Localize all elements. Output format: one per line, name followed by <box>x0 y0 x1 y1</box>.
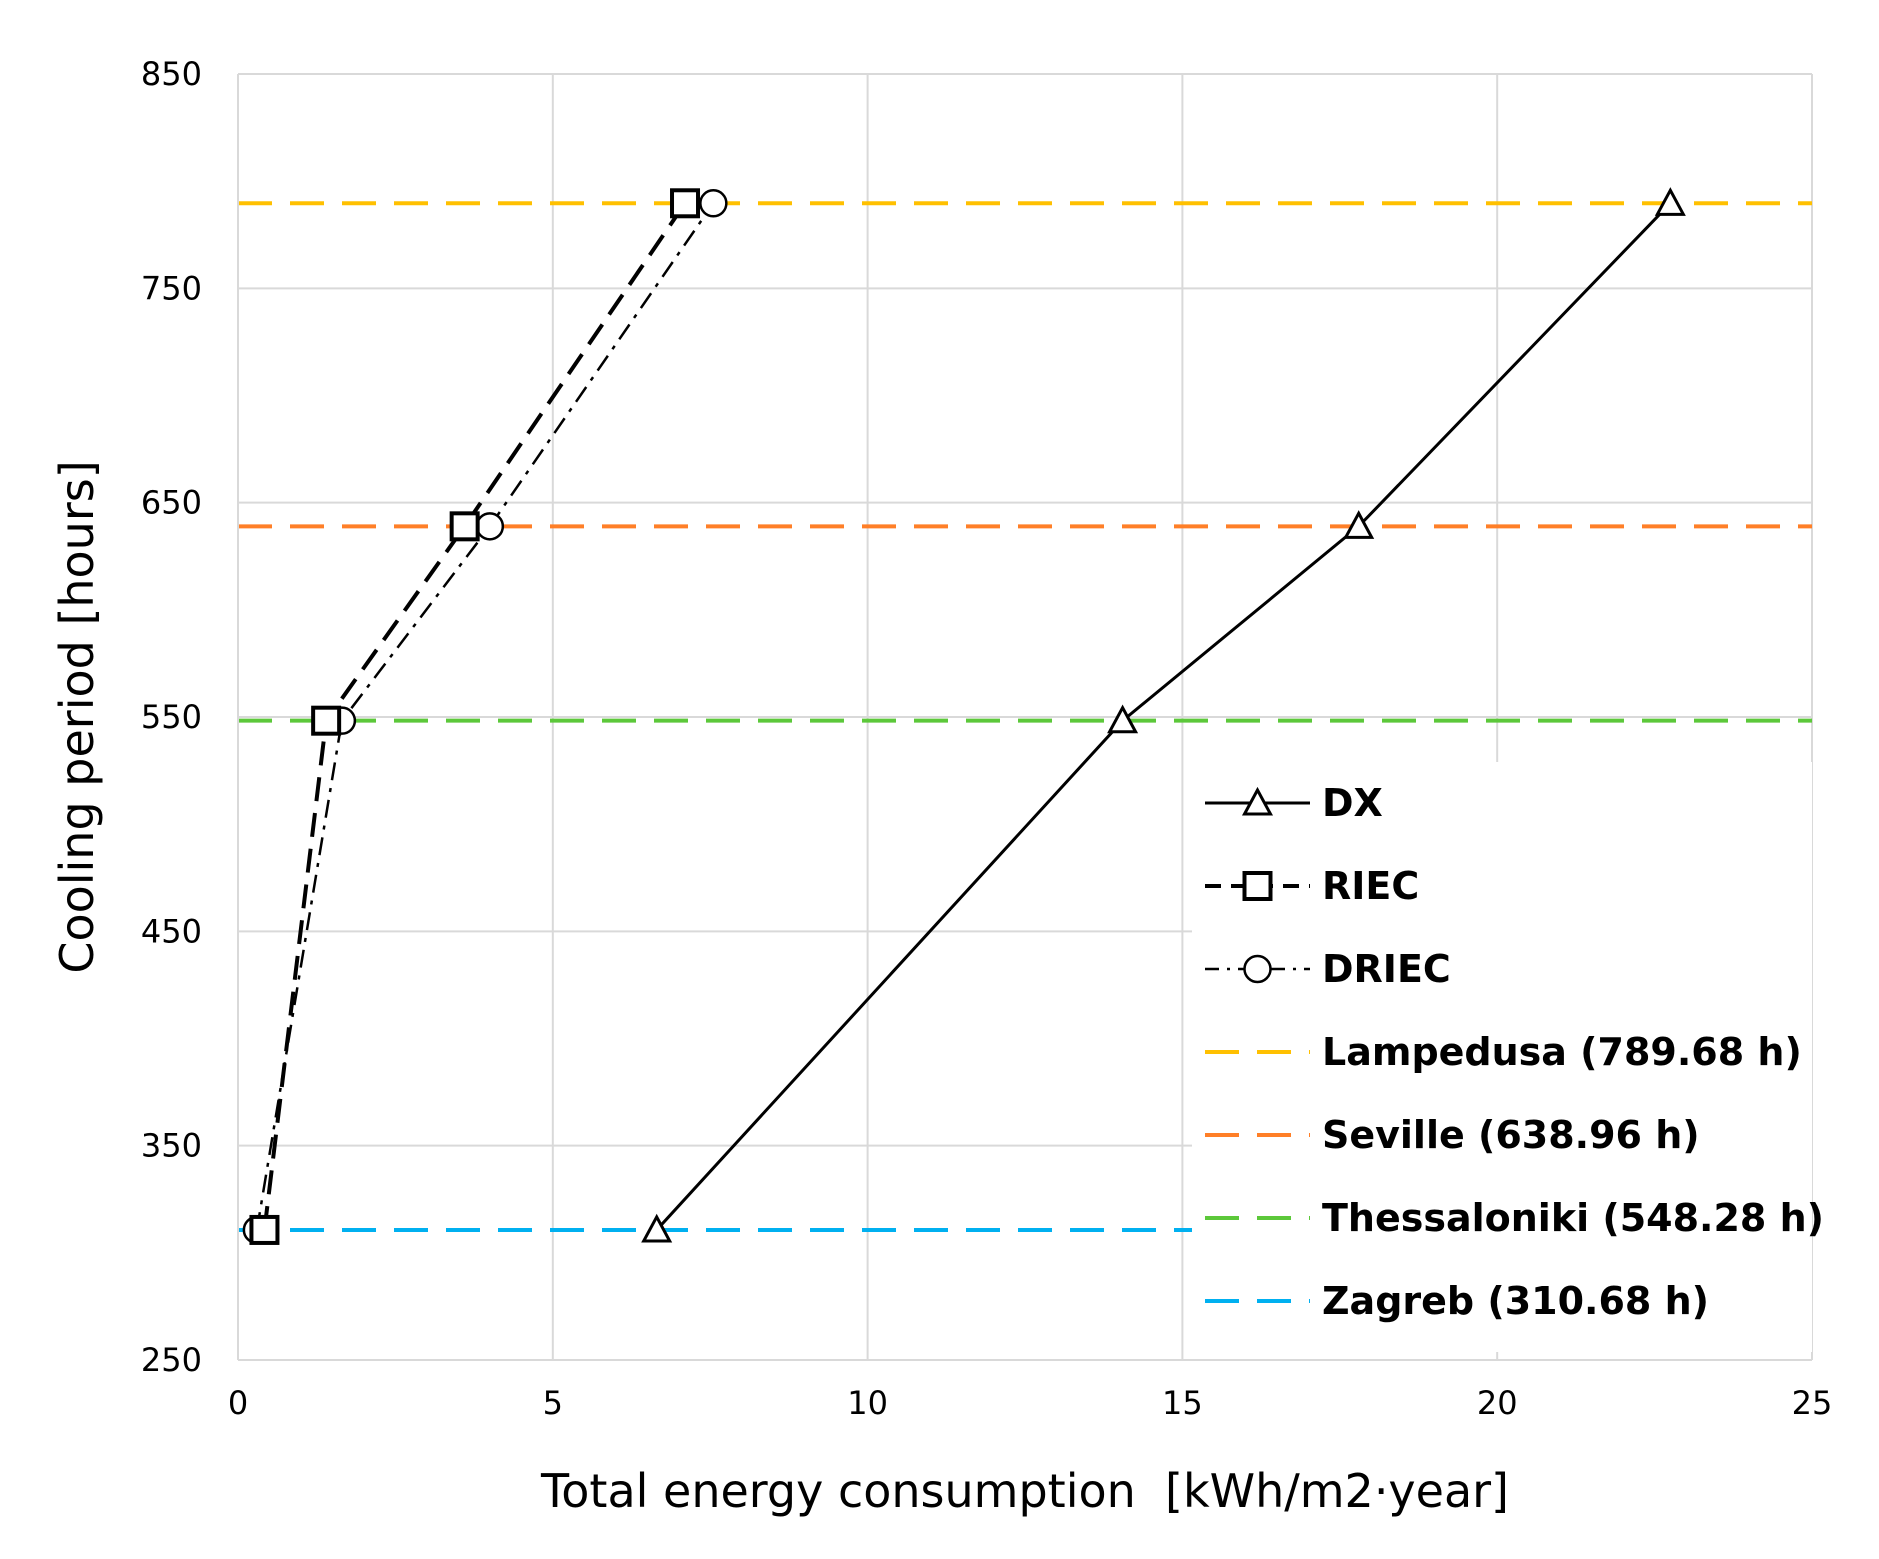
series-line-dx <box>655 202 1672 1231</box>
legend-marker-driec <box>1243 954 1272 984</box>
data-point-driec <box>475 512 505 541</box>
y-tick-label: 450 <box>141 912 202 950</box>
data-point-dx <box>1654 187 1686 216</box>
y-tick-label: 850 <box>141 55 202 93</box>
legend-marker-riec <box>1242 871 1273 901</box>
x-axis-title: Total energy consumption [kWh/m2·year] <box>540 1464 1509 1518</box>
legend-label-riec: RIEC <box>1322 864 1419 908</box>
data-point-dx <box>641 1213 673 1243</box>
legend-label-reference: Thessaloniki (548.28 h) <box>1322 1196 1824 1240</box>
data-point-driec <box>699 189 728 218</box>
data-point-dx <box>1343 510 1375 539</box>
legend-box <box>1192 762 1812 1352</box>
gridlines <box>237 73 1813 1361</box>
legend-label-reference: Seville (638.96 h) <box>1322 1113 1700 1157</box>
data-point-riec <box>311 705 342 736</box>
y-tick-label: 250 <box>141 1341 202 1379</box>
y-tick-label: 650 <box>141 484 202 522</box>
data-point-riec <box>670 188 701 219</box>
y-tick-label: 350 <box>141 1127 202 1165</box>
series-line-driec <box>255 202 715 1231</box>
legend-label-dx: DX <box>1322 781 1383 825</box>
data-point-riec <box>449 511 480 542</box>
x-tick-label: 5 <box>543 1384 563 1422</box>
legend-label-reference: Lampedusa (789.68 h) <box>1322 1030 1802 1074</box>
y-tick-label: 750 <box>141 269 202 307</box>
data-point-dx <box>1107 704 1139 734</box>
x-tick-label: 20 <box>1477 1384 1518 1422</box>
axes: 250 350 450 550 650 750 850 0 5 10 15 20 25 Total ene… <box>50 55 1832 1518</box>
legend-label-reference: Zagreb (310.68 h) <box>1322 1279 1709 1323</box>
y-tick-label: 550 <box>141 698 202 736</box>
y-axis-title: Cooling period [hours] <box>50 460 104 973</box>
x-tick-label: 0 <box>228 1384 248 1422</box>
legend-marker-dx <box>1241 786 1274 816</box>
x-tick-label: 15 <box>1162 1384 1203 1422</box>
x-tick-label: 25 <box>1792 1384 1833 1422</box>
legend: DX RIEC DRIEC Lampedusa (789.68 h) Seville (… <box>1192 762 1824 1352</box>
data-point-riec <box>249 1214 280 1245</box>
legend-label-driec: DRIEC <box>1322 947 1451 991</box>
data-series <box>242 187 1686 1245</box>
series-line-riec <box>262 202 687 1231</box>
x-tick-label: 10 <box>847 1384 888 1422</box>
